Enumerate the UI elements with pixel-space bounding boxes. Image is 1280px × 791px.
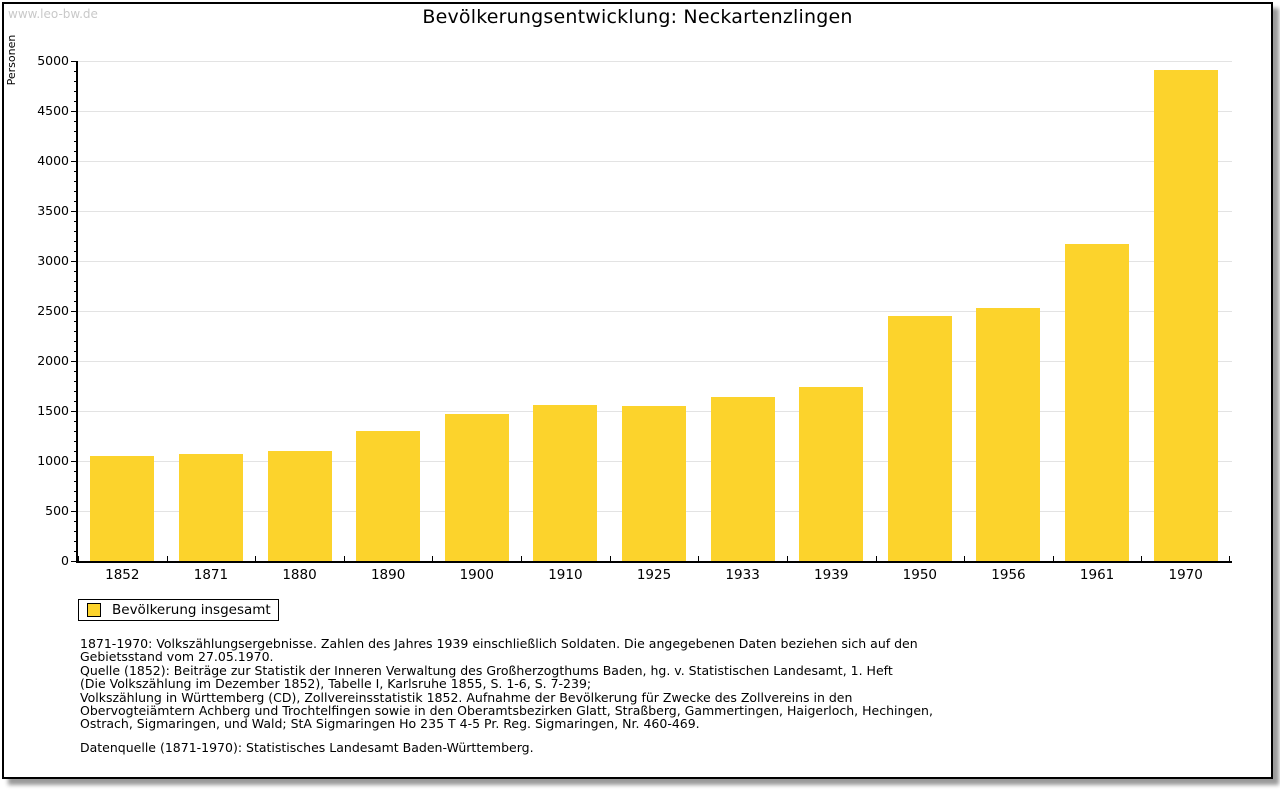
- bar-1933: [710, 396, 775, 561]
- x-tick: [1052, 556, 1054, 561]
- y-axis-line: [76, 61, 78, 563]
- y-tick-label: 2500: [37, 303, 69, 318]
- y-major-tick: [71, 511, 78, 512]
- y-major-tick: [71, 111, 78, 112]
- bar-1900: [444, 413, 509, 561]
- legend-label: Bevölkerung insgesamt: [112, 602, 271, 618]
- gridline-2000: [78, 361, 1232, 362]
- y-tick-label: 2000: [37, 353, 69, 368]
- y-major-tick: [71, 261, 78, 262]
- x-tick: [1229, 556, 1230, 561]
- x-axis-line: [76, 561, 1232, 563]
- footnotes: 1871-1970: Volkszählungsergebnisse. Zahl…: [80, 637, 933, 731]
- x-tick-label: 1910: [548, 567, 583, 583]
- x-tick: [698, 556, 700, 561]
- y-axis-title: Personen: [5, 34, 18, 86]
- gridline-3500: [78, 211, 1232, 212]
- x-tick: [786, 556, 788, 561]
- y-major-tick: [71, 461, 78, 462]
- y-tick-label: 4000: [37, 153, 69, 168]
- bar-1939: [799, 386, 864, 561]
- y-tick-label: 1000: [37, 453, 69, 468]
- chart-title: Bevölkerungsentwicklung: Neckartenzlinge…: [422, 6, 853, 28]
- bar-1910: [533, 405, 598, 561]
- y-tick-label: 0: [61, 553, 69, 568]
- x-tick-label: 1852: [105, 567, 140, 583]
- x-tick: [875, 556, 877, 561]
- footnote-line-3: Quelle (1852): Beiträge zur Statistik de…: [80, 662, 893, 678]
- y-major-tick: [71, 61, 78, 62]
- x-tick-label: 1970: [1168, 567, 1203, 583]
- gridline-5000: [78, 61, 1232, 62]
- x-tick-label: 1939: [814, 567, 849, 583]
- y-tick-label: 3500: [37, 203, 69, 218]
- x-tick-label: 1880: [282, 567, 317, 583]
- x-tick-label: 1950: [902, 567, 938, 583]
- bar-1871: [178, 453, 243, 561]
- x-tick: [166, 556, 168, 561]
- x-tick-label: 1956: [991, 567, 1026, 583]
- x-tick-label: 1900: [459, 567, 494, 583]
- datasource-line: Datenquelle (1871-1970): Statistisches L…: [80, 740, 534, 755]
- x-tick-label: 1925: [636, 567, 672, 583]
- x-tick: [964, 556, 966, 561]
- gridline-3000: [78, 261, 1232, 262]
- y-major-tick: [71, 311, 78, 312]
- x-tick: [432, 556, 434, 561]
- bar-1852: [90, 456, 155, 561]
- gridline-4500: [78, 111, 1232, 112]
- y-tick-label: 4500: [37, 103, 69, 118]
- bar-1956: [976, 307, 1041, 561]
- chart-window: www.leo-bw.de Bevölkerungsentwicklung: N…: [2, 2, 1273, 779]
- x-tick-label: 1961: [1079, 567, 1115, 583]
- y-major-tick: [71, 361, 78, 362]
- footnote-line-7: Ostrach, Sigmaringen, und Wald; StA Sigm…: [80, 716, 700, 732]
- y-tick-label: 500: [45, 503, 69, 518]
- x-tick: [343, 556, 345, 561]
- legend-swatch-icon: [87, 603, 101, 617]
- x-tick-label: 1871: [193, 567, 229, 583]
- x-tick: [78, 556, 79, 561]
- footnote-line-4: (Die Volkszählung im Dezember 1852), Tab…: [80, 676, 592, 692]
- watermark: www.leo-bw.de: [8, 7, 98, 21]
- gridline-2500: [78, 311, 1232, 312]
- bar-1950: [887, 316, 952, 561]
- footnote-line-6: Obervogteiämtern Achberg und Trochtelfin…: [80, 703, 933, 719]
- gridline-4000: [78, 161, 1232, 162]
- x-tick-label: 1933: [725, 567, 760, 583]
- y-major-tick: [71, 161, 78, 162]
- y-major-tick: [71, 411, 78, 412]
- bar-1961: [1065, 244, 1130, 561]
- footnote-line-1: 1871-1970: Volkszählungsergebnisse. Zahl…: [80, 636, 918, 651]
- footnote-line-2: Gebietsstand vom 27.05.1970.: [80, 649, 274, 665]
- y-major-tick: [71, 211, 78, 212]
- y-tick-label: 3000: [37, 253, 69, 268]
- y-tick-label: 5000: [37, 53, 69, 68]
- y-tick-label: 1500: [37, 403, 69, 418]
- bar-1890: [356, 431, 421, 561]
- footnote-line-5: Volkszählung in Württemberg (CD), Zollve…: [80, 689, 853, 705]
- x-tick: [521, 556, 523, 561]
- bar-1970: [1153, 69, 1218, 561]
- x-tick: [255, 556, 257, 561]
- legend: Bevölkerung insgesamt: [78, 599, 279, 621]
- bar-1880: [267, 451, 332, 561]
- x-tick: [1141, 556, 1143, 561]
- bar-1925: [622, 406, 686, 561]
- x-tick-label: 1890: [370, 567, 406, 583]
- plot-area: 0 500 1000 1500 2000 2500 3000 3500 4000 4500 5000…: [37, 54, 1232, 583]
- y-major-tick: [71, 561, 78, 562]
- x-tick: [609, 556, 611, 561]
